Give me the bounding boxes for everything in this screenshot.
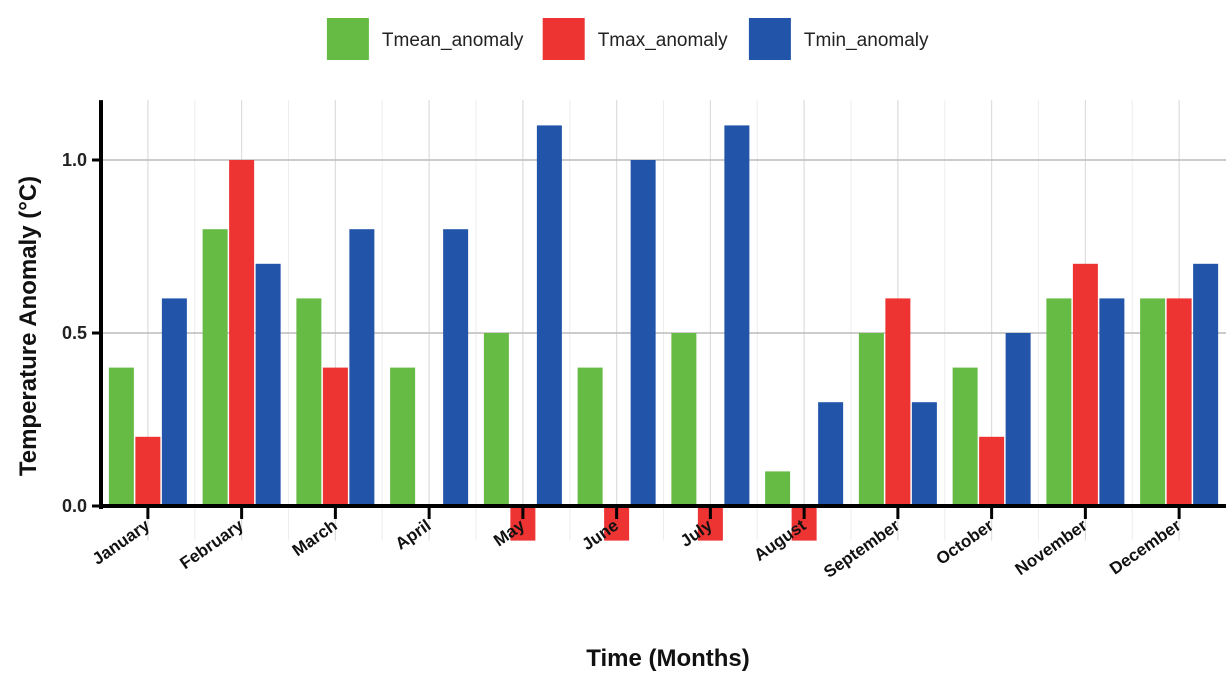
bar-tmean-anomaly-july [671,333,697,506]
x-tick-label-november: November [1012,515,1091,578]
bar-tmean-anomaly-march [296,298,322,506]
legend-label-tmean-anomaly: Tmean_anomaly [382,30,524,51]
legend-swatch-tmean-anomaly [326,18,369,60]
bar-tmean-anomaly-august [765,471,791,506]
x-tick-label-september: September [820,515,903,581]
y-tick-label: 0.0 [62,496,87,516]
bar-tmean-anomaly-february [202,229,228,506]
y-axis-title: Temperature Anomaly (°C) [15,176,42,476]
bar-tmean-anomaly-october [952,367,978,506]
y-tick-label: 1.0 [62,150,87,170]
bar-tmean-anomaly-december [1140,298,1166,506]
x-tick-label-october: October [933,515,998,568]
x-tick-label-january: January [89,515,154,568]
legend: Tmean_anomaly Tmax_anomaly Tmin_anomaly [326,18,929,60]
y-tick-label: 0.5 [62,323,87,343]
bar-tmin-anomaly-december [1193,263,1219,506]
bar-tmean-anomaly-may [483,333,509,506]
bar-tmin-anomaly-february [255,263,281,506]
axes [92,100,1226,519]
bar-tmin-anomaly-january [161,298,187,506]
bar-tmax-anomaly-january [135,436,161,506]
x-axis-title: Time (Months) [586,645,750,672]
x-tick-label-march: March [289,516,341,560]
x-tick-label-february: February [176,515,247,573]
bar-tmax-anomaly-october [979,436,1005,506]
bars [108,125,1219,541]
bar-tmin-anomaly-october [1005,333,1031,506]
bar-tmin-anomaly-may [536,125,562,507]
bar-tmin-anomaly-april [443,229,469,506]
legend-swatch-tmin-anomaly [748,18,791,60]
bar-tmean-anomaly-april [390,367,416,506]
bar-tmax-anomaly-november [1072,263,1098,506]
bar-tmean-anomaly-june [577,367,603,506]
legend-label-tmin-anomaly: Tmin_anomaly [804,30,929,51]
y-tick-labels: 0.0 0.5 1.0 [62,150,87,516]
bar-tmin-anomaly-august [818,402,844,506]
x-tick-label-december: December [1106,515,1185,578]
bar-tmean-anomaly-january [108,367,134,506]
bar-tmax-anomaly-september [885,298,911,506]
bar-tmin-anomaly-july [724,125,750,507]
bar-tmin-anomaly-june [630,160,656,506]
bar-tmax-anomaly-february [229,160,255,506]
x-tick-label-april: April [392,516,435,554]
bar-tmax-anomaly-december [1166,298,1192,506]
bar-tmin-anomaly-november [1099,298,1125,506]
legend-swatch-tmax-anomaly [542,18,585,60]
bar-tmean-anomaly-september [858,333,884,506]
bar-tmin-anomaly-march [349,229,375,506]
bar-tmax-anomaly-march [322,367,348,506]
x-tick-labels: January February March April May June July Augu… [89,515,1185,581]
bar-tmin-anomaly-september [911,402,937,506]
legend-label-tmax-anomaly: Tmax_anomaly [598,30,728,51]
bar-tmean-anomaly-november [1046,298,1072,506]
